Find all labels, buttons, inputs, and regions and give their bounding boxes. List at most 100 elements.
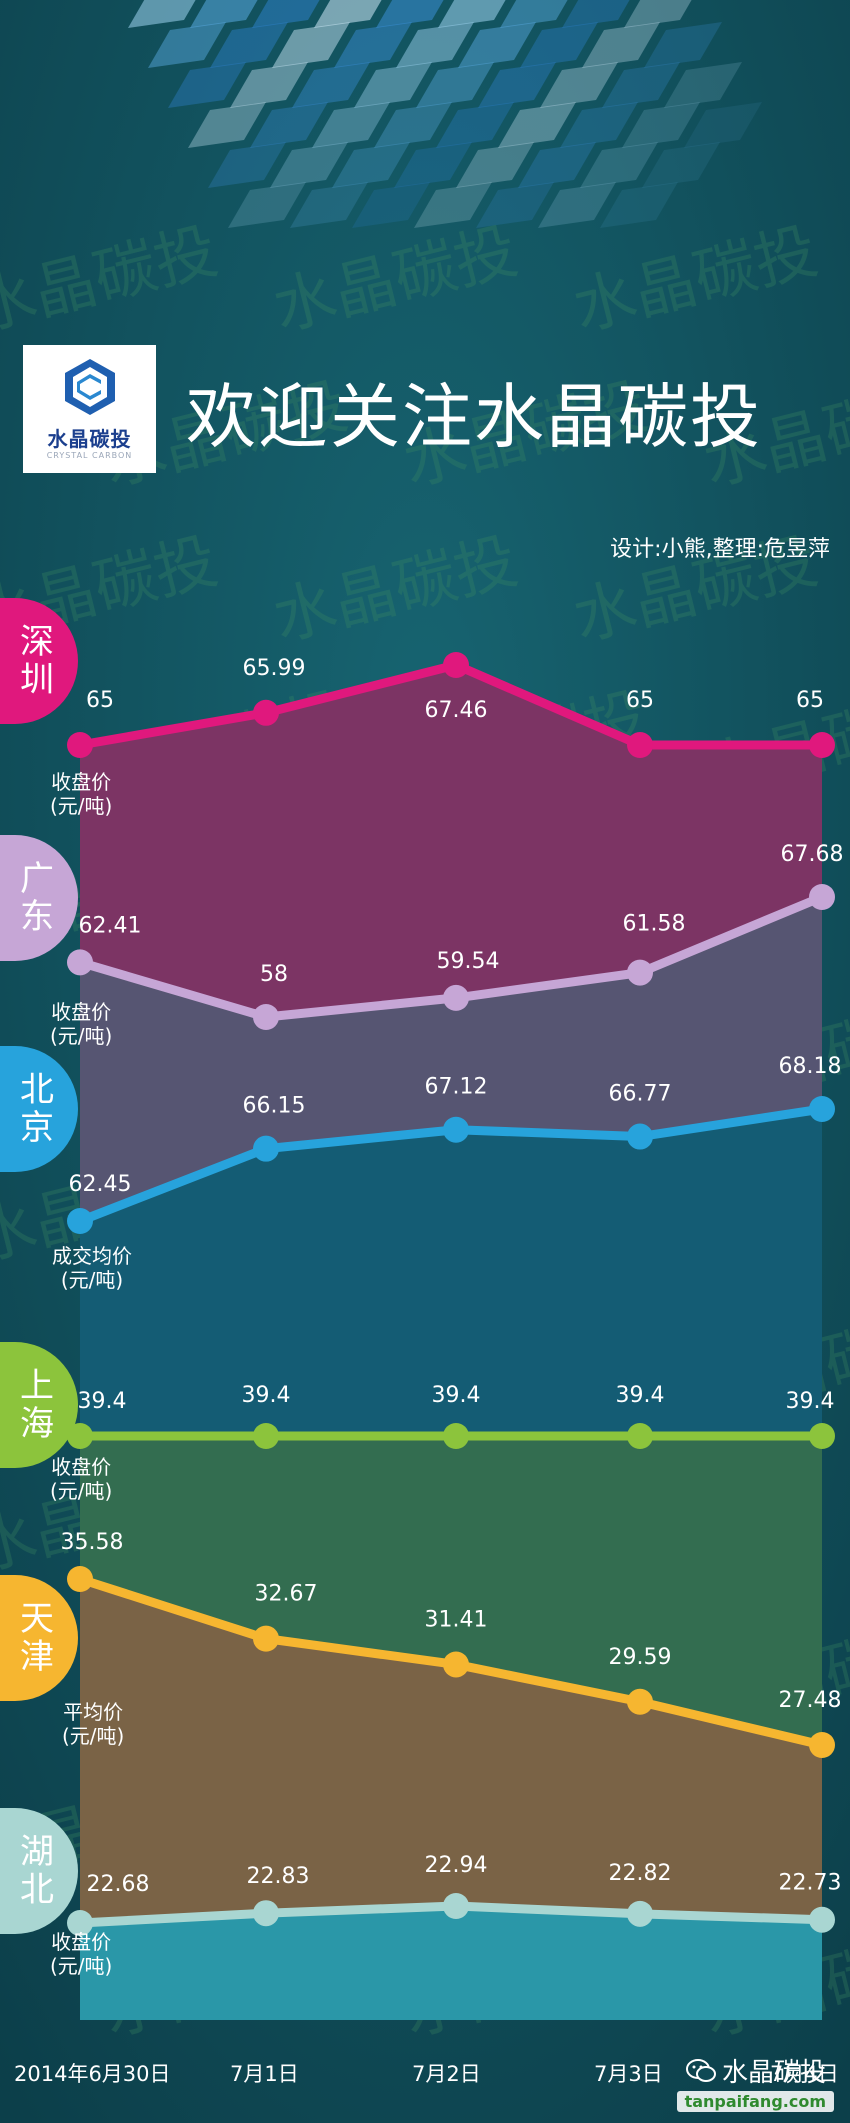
data-point-3-0 [67, 1423, 93, 1449]
data-point-5-1 [253, 1900, 279, 1927]
city-name: 广东 [13, 860, 54, 936]
unit-measure: (元/吨) [50, 794, 113, 818]
series-points [67, 652, 835, 1936]
data-point-0-3 [627, 732, 653, 758]
data-point-3-2 [443, 1423, 469, 1449]
unit-measure: (元/吨) [60, 1268, 124, 1292]
data-point-5-4 [809, 1906, 835, 1933]
data-point-1-2 [443, 984, 469, 1011]
data-label-0-3: 65 [626, 688, 654, 713]
logo-english-text: CRYSTAL CARBON [46, 451, 133, 460]
wechat-icon [685, 2058, 716, 2082]
data-point-2-4 [809, 1096, 835, 1122]
data-label-2-1: 66.15 [243, 1094, 306, 1119]
unit-label-2: 成交均价 (元/吨) [52, 1244, 132, 1292]
data-label-3-4: 39.4 [786, 1389, 835, 1414]
unit-label-1: 收盘价 (元/吨) [50, 1000, 112, 1048]
data-label-4-4: 27.48 [779, 1688, 842, 1713]
data-point-4-3 [627, 1688, 653, 1715]
data-label-2-3: 66.77 [609, 1082, 672, 1107]
data-point-4-4 [809, 1732, 835, 1758]
unit-measure: (元/吨) [50, 1954, 113, 1978]
data-point-3-3 [627, 1423, 653, 1449]
data-label-2-2: 67.12 [425, 1075, 488, 1100]
data-label-4-2: 31.41 [425, 1607, 488, 1632]
unit-type: 收盘价 [51, 1930, 112, 1954]
x-axis-label-3: 7月3日 [594, 2062, 663, 2086]
data-label-5-1: 22.83 [247, 1864, 310, 1889]
unit-label-0: 收盘价 (元/吨) [50, 770, 112, 818]
unit-label-3: 收盘价 (元/吨) [50, 1455, 112, 1503]
city-name: 上海 [13, 1367, 54, 1443]
x-axis-label-0: 2014年6月30日 [14, 2062, 171, 2086]
data-label-0-1: 65.99 [243, 656, 306, 681]
data-label-4-1: 32.67 [255, 1582, 318, 1607]
data-point-1-1 [253, 1004, 279, 1030]
data-point-1-3 [627, 959, 653, 986]
unit-type: 成交均价 [52, 1244, 132, 1268]
data-point-4-1 [253, 1625, 279, 1652]
data-point-1-0 [67, 949, 93, 976]
unit-type: 平均价 [63, 1700, 124, 1724]
watermark-brand: 水晶碳投 [685, 2052, 826, 2089]
data-point-0-1 [253, 699, 279, 726]
data-label-4-0: 35.58 [61, 1530, 124, 1555]
data-label-3-3: 39.4 [616, 1383, 665, 1408]
x-axis-label-2: 7月2日 [412, 2062, 481, 2086]
area-fills [80, 665, 822, 2020]
city-name: 湖北 [13, 1833, 54, 1909]
data-point-5-0 [67, 1910, 93, 1936]
data-label-0-0: 65 [86, 688, 114, 713]
data-point-0-4 [809, 732, 835, 758]
city-name: 天津 [13, 1600, 54, 1676]
unit-type: 收盘价 [51, 770, 112, 794]
data-point-4-0 [67, 1566, 93, 1592]
data-point-0-2 [443, 652, 469, 678]
data-point-5-3 [627, 1900, 653, 1927]
page-title: 欢迎关注水晶碳投 [186, 376, 762, 458]
data-label-1-1: 58 [260, 962, 288, 987]
data-label-5-3: 22.82 [609, 1861, 672, 1886]
x-axis-label-4: 7月4日 [770, 2062, 839, 2086]
data-point-2-2 [443, 1116, 469, 1143]
unit-label-5: 收盘价 (元/吨) [50, 1930, 112, 1978]
data-point-3-4 [809, 1423, 835, 1449]
city-name: 北京 [13, 1071, 54, 1147]
crystal-logo-icon [65, 359, 115, 415]
unit-type: 收盘价 [51, 1455, 112, 1479]
data-point-0-0 [67, 732, 93, 758]
data-point-2-0 [67, 1208, 93, 1234]
data-label-3-1: 39.4 [242, 1383, 291, 1408]
watermark-url: tanpaifang.com [676, 2091, 834, 2112]
data-point-2-1 [253, 1135, 279, 1162]
data-label-3-0: 39.4 [78, 1389, 127, 1414]
decorative-tiles [128, 0, 762, 228]
data-point-3-1 [253, 1423, 279, 1449]
data-label-2-4: 68.18 [779, 1054, 842, 1079]
data-label-5-4: 22.73 [779, 1871, 842, 1896]
data-label-3-2: 39.4 [432, 1383, 481, 1408]
data-label-1-0: 62.41 [79, 913, 142, 938]
brand-logo: 水晶碳投 CRYSTAL CARBON [23, 345, 156, 473]
data-point-2-3 [627, 1123, 653, 1150]
data-label-0-4: 65 [796, 688, 824, 713]
unit-measure: (元/吨) [50, 1024, 113, 1048]
data-label-5-0: 22.68 [87, 1872, 150, 1897]
data-label-1-3: 61.58 [623, 912, 686, 937]
data-label-4-3: 29.59 [609, 1645, 672, 1670]
data-point-4-2 [443, 1651, 469, 1678]
data-label-1-2: 59.54 [437, 949, 500, 974]
data-label-1-4: 67.68 [781, 842, 844, 867]
data-labels: 65 65.99 67.46 65 65 62.41 58 59.54 61.58 67.68 62… [61, 656, 844, 1897]
city-name: 深圳 [13, 623, 54, 699]
data-point-1-4 [809, 884, 835, 910]
unit-measure: (元/吨) [50, 1479, 113, 1503]
area-5 [80, 1906, 822, 2020]
x-axis-label-1: 7月1日 [230, 2062, 299, 2086]
data-point-5-2 [443, 1893, 469, 1919]
watermark-brand-text: 水晶碳投 [721, 2058, 826, 2088]
unit-type: 收盘价 [51, 1000, 112, 1024]
unit-measure: (元/吨) [62, 1724, 125, 1748]
credit-line: 设计:小熊,整理:危昱萍 [610, 537, 830, 562]
